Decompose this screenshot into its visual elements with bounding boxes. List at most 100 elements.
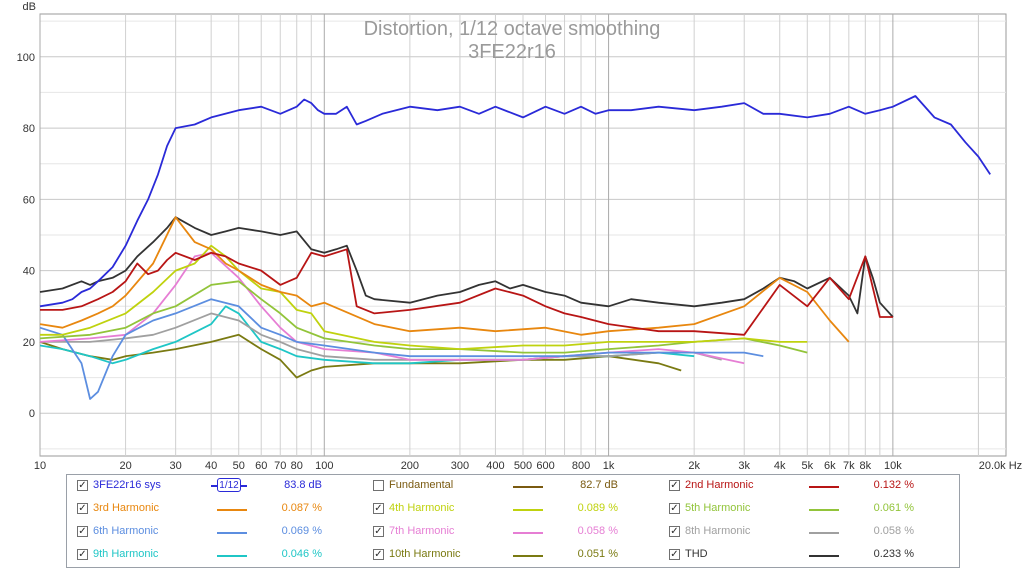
legend-checkbox[interactable]: ✓ [373,526,384,537]
legend-label: 10th Harmonic [389,548,461,560]
legend-value: 82.7 dB [580,479,618,491]
legend-item: ✓ THD 0.233 % [659,544,955,567]
series-line-3fe22r16-sys [39,95,991,308]
legend-checkbox[interactable]: ✓ [373,549,384,560]
x-tick-label: 10k [884,460,902,472]
legend-value: 0.233 % [873,548,914,560]
legend-value: 0.069 % [281,525,322,537]
legend-label: 9th Harmonic [93,548,159,560]
legend-swatch-line [217,532,247,534]
y-tick-label: 40 [23,266,35,278]
legend-checkbox[interactable]: ✓ [669,549,680,560]
legend-value: 83.8 dB [284,479,322,491]
legend-checkbox[interactable]: ✓ [669,480,680,491]
legend-row: ✓ 3FE22r16 sys 1/12 83.8 dB Fundamental 82.7 … [67,475,959,498]
legend-label: THD [685,548,708,560]
series-line-thd [39,216,894,318]
x-tick-label: 4k [774,460,786,472]
legend-value: 0.058 % [873,525,914,537]
x-tick-label: 500 [514,460,532,472]
legend-checkbox[interactable]: ✓ [77,549,88,560]
x-tick-label: 40 [205,460,217,472]
chart-title: Distortion, 1/12 octave smoothing [364,18,661,40]
legend-swatch-line [513,532,543,534]
y-tick-label: 60 [23,194,35,206]
smoothing-indicator[interactable]: 1/12 [211,478,247,492]
x-tick-label: 100 [315,460,333,472]
legend-checkbox[interactable] [373,480,384,491]
legend-value: 0.061 % [873,502,914,514]
legend-item: ✓ 3FE22r16 sys 1/12 83.8 dB [67,475,363,498]
legend-swatch-line [809,532,839,534]
legend-label: 5th Harmonic [685,502,751,514]
legend-swatch-line [809,555,839,557]
x-tick-label: 20.0k Hz [979,460,1022,472]
legend-checkbox[interactable]: ✓ [77,503,88,514]
x-grid [39,14,979,456]
legend-swatch-line [217,555,247,557]
legend-swatch-line [217,509,247,511]
x-tick-label: 200 [401,460,419,472]
legend-value: 0.089 % [577,502,618,514]
series-line-8th-harmonic [40,312,722,361]
legend-swatch-line [513,555,543,557]
legend-label: 3FE22r16 sys [93,479,161,491]
series-line-5th-harmonic [39,280,808,354]
series-line-6th-harmonic [39,298,764,400]
legend-item: ✓ 5th Harmonic 0.061 % [659,498,955,521]
legend-value: 0.051 % [577,548,618,560]
legend-swatch-line [513,509,543,511]
y-tick-labels: 0 20 40 60 80 100 [17,52,35,420]
legend-checkbox[interactable]: ✓ [669,503,680,514]
y-tick-label: 0 [29,408,35,420]
legend-label: Fundamental [389,479,454,491]
x-tick-label: 400 [486,460,504,472]
x-tick-label: 10 [34,460,46,472]
legend-checkbox[interactable]: ✓ [669,526,680,537]
legend: ✓ 3FE22r16 sys 1/12 83.8 dB Fundamental 82.7 … [66,474,960,568]
y-axis-label: dB [23,1,36,13]
legend-item: ✓ 8th Harmonic 0.058 % [659,521,955,544]
legend-row: ✓ 6th Harmonic 0.069 % ✓ 7th Harmonic 0.058 %… [67,521,959,544]
legend-label: 7th Harmonic [389,525,455,537]
x-tick-label: 8k [860,460,872,472]
x-tick-label: 50 [233,460,245,472]
x-tick-label: 7k [843,460,855,472]
legend-value: 0.087 % [281,502,322,514]
legend-item: ✓ 2nd Harmonic 0.132 % [659,475,955,498]
legend-checkbox[interactable]: ✓ [77,480,88,491]
legend-swatch-line [809,509,839,511]
y-tick-label: 80 [23,123,35,135]
legend-checkbox[interactable]: ✓ [373,503,384,514]
x-tick-label: 1k [603,460,615,472]
x-tick-label: 2k [688,460,700,472]
legend-label: 6th Harmonic [93,525,159,537]
series-line-10th-harmonic [39,333,682,379]
x-tick-label: 600 [536,460,554,472]
legend-item: ✓ 3rd Harmonic 0.087 % [67,498,363,521]
legend-label: 8th Harmonic [685,525,751,537]
legend-item: ✓ 4th Harmonic 0.089 % [363,498,659,521]
series-layer [39,95,991,400]
legend-label: 3rd Harmonic [93,502,160,514]
x-tick-label: 60 [255,460,267,472]
x-tick-label: 3k [738,460,750,472]
legend-label: 2nd Harmonic [685,479,754,491]
legend-item: ✓ 10th Harmonic 0.051 % [363,544,659,567]
legend-row: ✓ 3rd Harmonic 0.087 % ✓ 4th Harmonic 0.089 %… [67,498,959,521]
legend-value: 0.058 % [577,525,618,537]
x-tick-label: 30 [170,460,182,472]
y-tick-label: 20 [23,337,35,349]
x-tick-label: 70 [274,460,286,472]
x-tick-label: 6k [824,460,836,472]
x-tick-label: 80 [291,460,303,472]
legend-item: Fundamental 82.7 dB [363,475,659,498]
series-line-4th-harmonic [40,244,808,350]
legend-swatch-line [809,486,839,488]
x-tick-label: 300 [451,460,469,472]
series-line-2nd-harmonic [40,248,893,336]
series-line-3rd-harmonic [39,216,850,343]
chart-subtitle: 3FE22r16 [468,41,556,63]
legend-row: ✓ 9th Harmonic 0.046 % ✓ 10th Harmonic 0.051 … [67,544,959,567]
legend-checkbox[interactable]: ✓ [77,526,88,537]
